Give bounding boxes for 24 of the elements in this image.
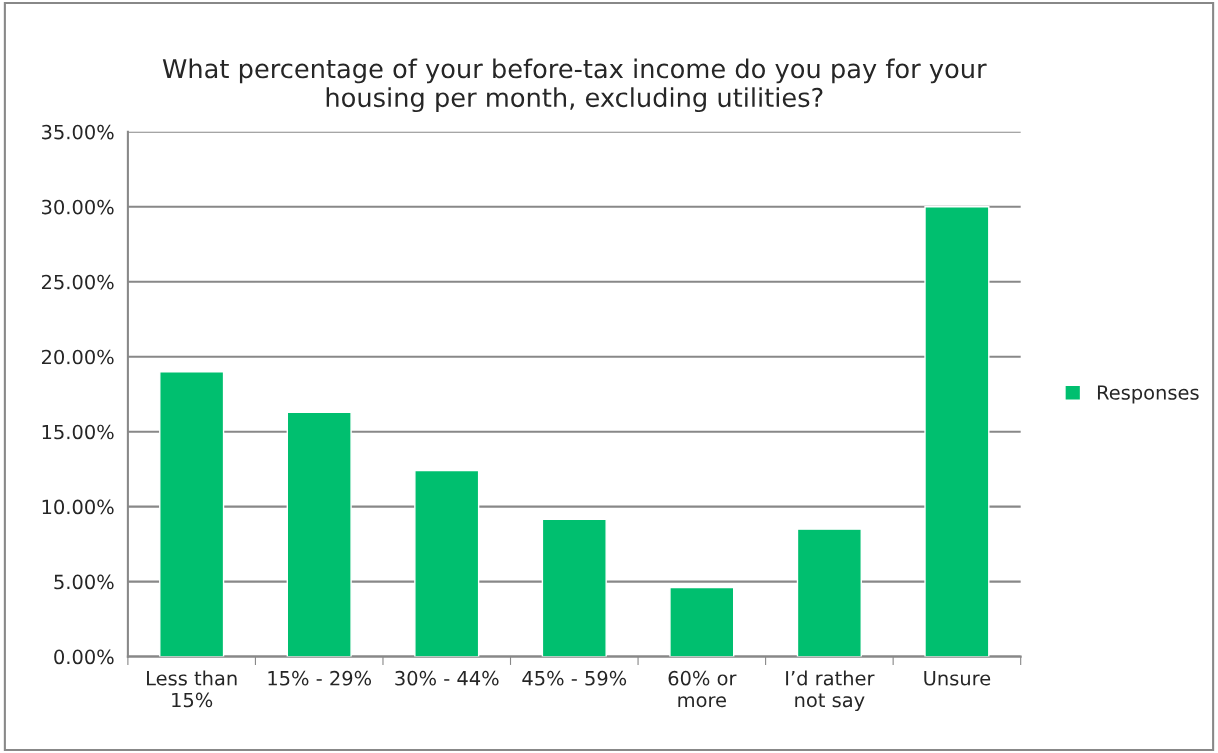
y-tick-label: 20.00% (41, 349, 114, 365)
y-tick-label: 30.00% (42, 199, 114, 215)
bar (669, 586, 735, 657)
x-tick-label: 30% - 44% (395, 670, 499, 686)
bar (159, 371, 225, 657)
bar (541, 518, 607, 657)
legend-label: Responses (1097, 385, 1199, 404)
bar (796, 528, 862, 657)
y-tick-label: 15.00% (42, 424, 114, 440)
y-tick-label: 10.00% (42, 499, 114, 515)
x-tick-label: 60% or more (668, 670, 737, 708)
x-tick-label: 15% - 29% (268, 670, 372, 686)
x-tick-label: Less than 15% (147, 670, 237, 708)
x-tick-label: 45% - 59% (522, 670, 627, 686)
bar (286, 411, 352, 657)
x-tick-label: I’d rather not say (786, 670, 875, 712)
bar (414, 469, 480, 657)
y-tick-label: 25.00% (41, 274, 114, 290)
x-tick-label: Unsure (924, 671, 991, 686)
bar (924, 206, 990, 657)
y-tick-label: 35.00% (42, 124, 114, 140)
y-tick-label: 0.00% (54, 649, 114, 665)
y-tick-label: 5.00% (54, 574, 114, 590)
chart-title: What percentage of your before-tax income do you pay for your housing per month, excluding utilities? (162, 58, 987, 113)
